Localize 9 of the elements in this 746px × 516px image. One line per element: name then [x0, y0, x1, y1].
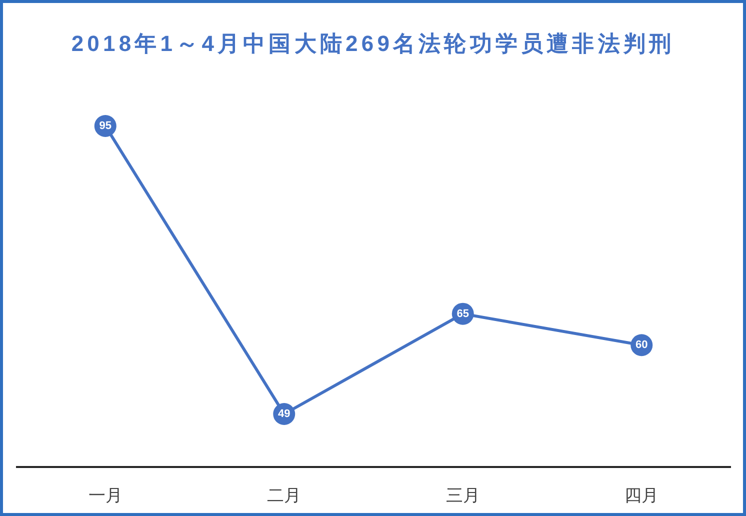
x-tick-label: 一月	[88, 486, 122, 505]
data-label: 95	[99, 120, 112, 132]
data-label: 49	[278, 408, 290, 420]
chart-title: 2018年1～4月中国大陆269名法轮功学员遭非法判刑	[70, 30, 676, 58]
data-label: 65	[456, 308, 469, 320]
x-tick-label: 四月	[624, 486, 659, 505]
x-tick-label: 二月	[267, 486, 302, 505]
data-label: 60	[636, 339, 648, 352]
x-tick-label: 三月	[446, 486, 480, 505]
